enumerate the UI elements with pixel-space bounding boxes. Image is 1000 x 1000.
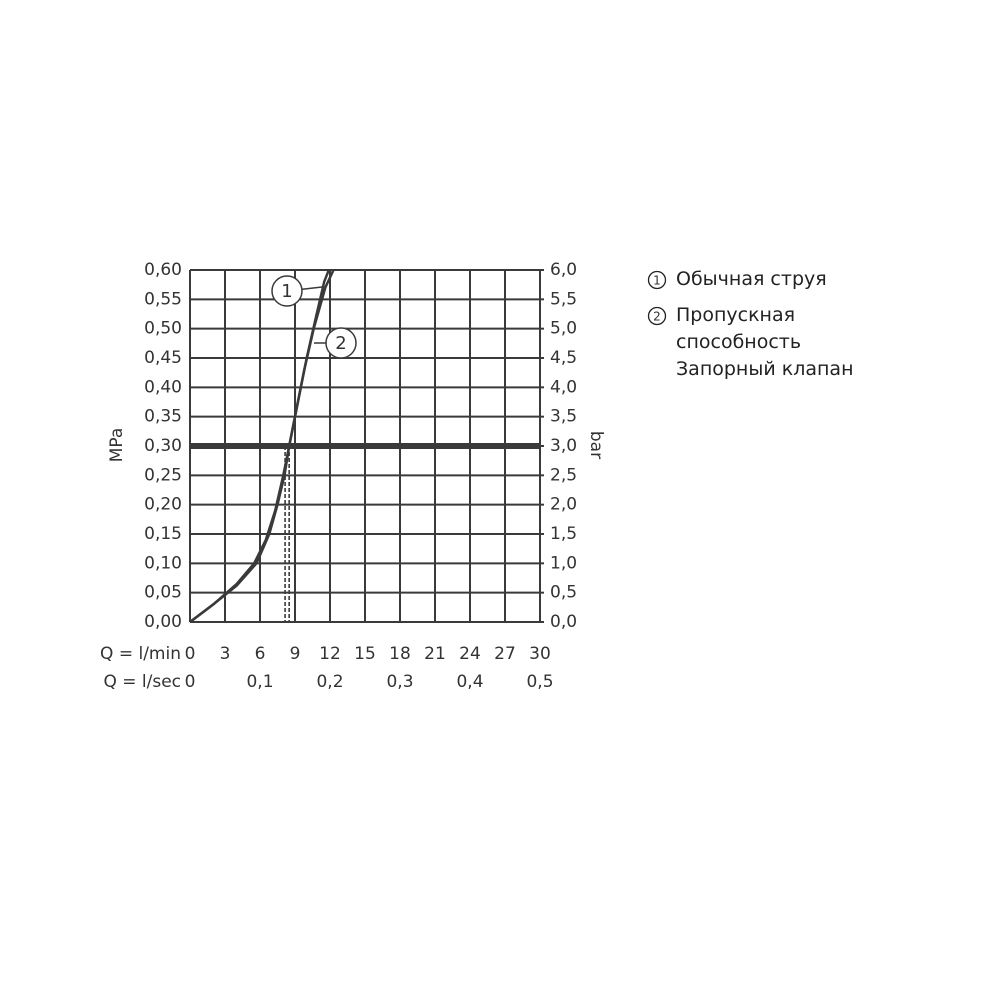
legend-marker bbox=[647, 306, 667, 326]
y2-tick-label: 2,0 bbox=[550, 495, 577, 515]
x-tick-label: 15 bbox=[354, 644, 376, 664]
x-tick-label: 18 bbox=[389, 644, 411, 664]
y2-tick-label: 0,5 bbox=[550, 583, 577, 603]
y-axis-label: MPa bbox=[107, 428, 127, 463]
y2-tick-label: 4,5 bbox=[550, 348, 577, 368]
legend-label: Обычная струя bbox=[676, 268, 827, 290]
y2-tick-label: 0,0 bbox=[550, 612, 577, 632]
x-tick-label: 24 bbox=[459, 644, 481, 664]
y-tick-label: 0,30 bbox=[144, 436, 182, 456]
y-tick-label: 0,55 bbox=[144, 289, 182, 309]
y2-tick-label: 5,0 bbox=[550, 319, 577, 339]
y-tick-label: 0,10 bbox=[144, 553, 182, 573]
y-tick-label: 0,20 bbox=[144, 495, 182, 515]
y2-tick-label: 5,5 bbox=[550, 289, 577, 309]
x2-tick-label: 0,1 bbox=[246, 672, 273, 692]
y-tick-label: 0,25 bbox=[144, 465, 182, 485]
callout-circle bbox=[325, 327, 357, 359]
legend-marker bbox=[647, 270, 667, 290]
legend-marker-label: 2 bbox=[653, 310, 661, 324]
legend-label: Пропускная способность Запорный клапан bbox=[676, 304, 854, 380]
y-tick-label: 0,00 bbox=[144, 612, 182, 632]
y2-tick-label: 3,0 bbox=[550, 436, 577, 456]
x-tick-label: 0 bbox=[185, 644, 196, 664]
x2-tick-label: 0,4 bbox=[456, 672, 483, 692]
x2-tick-label: 0 bbox=[185, 672, 196, 692]
y2-tick-label: 2,5 bbox=[550, 465, 577, 485]
x-tick-label: 6 bbox=[255, 644, 266, 664]
y2-tick-label: 1,0 bbox=[550, 553, 577, 573]
y-tick-label: 0,40 bbox=[144, 377, 182, 397]
x2-axis-label: Q = l/sec bbox=[103, 672, 181, 692]
y-tick-label: 0,15 bbox=[144, 524, 182, 544]
x-tick-label: 30 bbox=[529, 644, 551, 664]
x2-tick-label: 0,5 bbox=[526, 672, 553, 692]
legend-marker-label: 1 bbox=[653, 274, 661, 288]
y-tick-label: 0,60 bbox=[144, 260, 182, 280]
x-tick-label: 3 bbox=[220, 644, 231, 664]
y-tick-label: 0,05 bbox=[144, 583, 182, 603]
y2-tick-label: 3,5 bbox=[550, 407, 577, 427]
x-axis-label: Q = l/min bbox=[100, 644, 181, 664]
y2-tick-label: 1,5 bbox=[550, 524, 577, 544]
x2-tick-label: 0,2 bbox=[316, 672, 343, 692]
y-tick-label: 0,45 bbox=[144, 348, 182, 368]
callout-circle bbox=[271, 275, 303, 307]
y-tick-label: 0,35 bbox=[144, 407, 182, 427]
y2-axis-label: bar bbox=[586, 431, 606, 459]
x-tick-label: 21 bbox=[424, 644, 446, 664]
callout-label: 1 bbox=[281, 281, 292, 302]
curve bbox=[189, 269, 335, 623]
x2-tick-label: 0,3 bbox=[386, 672, 413, 692]
x-tick-label: 9 bbox=[290, 644, 301, 664]
x-tick-label: 12 bbox=[319, 644, 341, 664]
y-tick-label: 0,50 bbox=[144, 319, 182, 339]
x-tick-label: 27 bbox=[494, 644, 516, 664]
y2-tick-label: 4,0 bbox=[550, 377, 577, 397]
callout-label: 2 bbox=[335, 333, 346, 354]
y2-tick-label: 6,0 bbox=[550, 260, 577, 280]
